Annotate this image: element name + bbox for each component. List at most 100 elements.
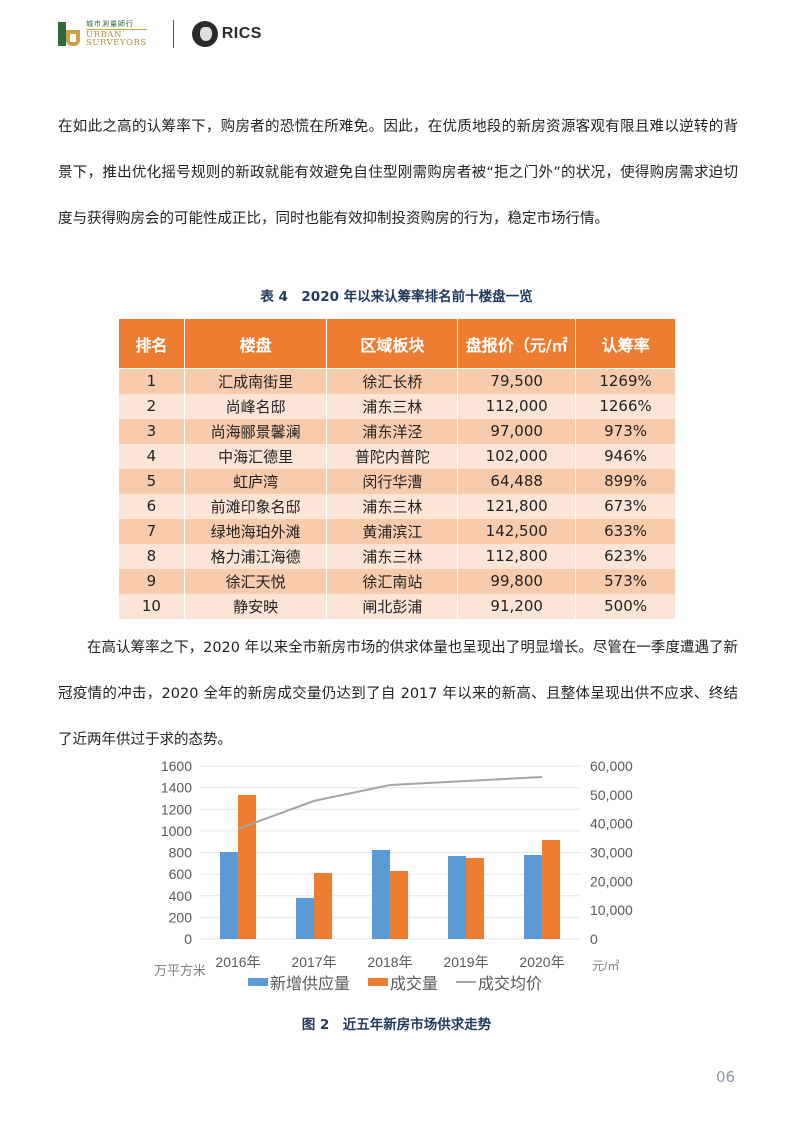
price-line bbox=[237, 775, 543, 830]
logo-cn-text: 城市測量師行 bbox=[86, 20, 147, 30]
cell-rate: 633% bbox=[575, 518, 676, 544]
cell-price: 102,000 bbox=[457, 443, 577, 469]
cell-rate: 500% bbox=[575, 593, 676, 619]
cell-project: 绿地海珀外滩 bbox=[183, 518, 328, 544]
table-row: 10 静安映 闸北彭浦 91,200 500% bbox=[118, 593, 676, 619]
legend-swatch bbox=[248, 978, 268, 986]
right-axis-tick: 30,000 bbox=[590, 845, 633, 861]
cell-project: 中海汇德里 bbox=[183, 443, 328, 469]
bar bbox=[390, 870, 408, 939]
right-axis-tick: 60,000 bbox=[590, 758, 633, 774]
table-row: 8 格力浦江海德 浦东三林 112,800 623% bbox=[118, 543, 676, 569]
left-axis-tick: 0 bbox=[184, 931, 192, 947]
cell-price: 99,800 bbox=[457, 568, 577, 594]
right-axis-tick: 50,000 bbox=[590, 787, 633, 803]
urban-surveyors-logo-icon bbox=[58, 22, 80, 46]
col-header-rate: 认筹率 bbox=[575, 318, 676, 369]
cell-rate: 623% bbox=[575, 543, 676, 569]
right-axis-tick: 20,000 bbox=[590, 873, 633, 889]
body-paragraph-2: 在高认筹率之下，2020 年以来全市新房市场的供求体量也呈现出了明显增长。尽管在… bbox=[58, 640, 738, 748]
cell-rate: 946% bbox=[575, 443, 676, 469]
left-axis-tick: 600 bbox=[169, 866, 193, 882]
bar bbox=[296, 897, 314, 939]
bar bbox=[524, 854, 542, 939]
cell-district: 浦东洋泾 bbox=[326, 418, 459, 444]
cell-project: 静安映 bbox=[183, 593, 328, 619]
cell-district: 浦东三林 bbox=[326, 543, 459, 569]
cell-rank: 1 bbox=[118, 368, 185, 394]
rics-label: RICS bbox=[221, 25, 262, 42]
table-row: 5 虹庐湾 闵行华漕 64,488 899% bbox=[118, 468, 676, 494]
left-axis-tick: 1200 bbox=[161, 801, 192, 817]
cell-project: 尚海郦景馨澜 bbox=[183, 418, 328, 444]
table-row: 7 绿地海珀外滩 黄浦滨江 142,500 633% bbox=[118, 518, 676, 544]
legend-label: 成交量 bbox=[390, 975, 438, 993]
cell-rate: 899% bbox=[575, 468, 676, 494]
page-number: 06 bbox=[716, 1068, 736, 1086]
rics-logo: RICS bbox=[191, 21, 262, 47]
chart-canvas: 0 200 400 600 800 1000 1200 1400 1600 0 10,000 20,0… bbox=[154, 758, 633, 993]
table-row: 3 尚海郦景馨澜 浦东洋泾 97,000 973% bbox=[118, 418, 676, 444]
body-paragraph-1: 在如此之高的认筹率下，购房者的恐慌在所难免。因此，在优质地段的新房资源客观有限且… bbox=[58, 119, 738, 227]
rics-lion-icon bbox=[191, 21, 218, 47]
table-row: 2 尚峰名邸 浦东三林 112,000 1266% bbox=[118, 393, 676, 419]
table-row: 9 徐汇天悦 徐汇南站 99,800 573% bbox=[118, 568, 676, 594]
col-header-district: 区域板块 bbox=[326, 318, 459, 369]
legend-label: 新增供应量 bbox=[270, 974, 350, 993]
right-axis-tick: 10,000 bbox=[590, 902, 633, 918]
left-axis-tick: 800 bbox=[169, 845, 193, 861]
col-header-rank: 排名 bbox=[118, 318, 185, 369]
cell-rank: 8 bbox=[118, 543, 185, 569]
supply-demand-chart: 0 200 400 600 800 1000 1200 1400 1600 0 10,000 20,0… bbox=[140, 755, 660, 1005]
x-axis-tick: 2018年 bbox=[367, 954, 412, 970]
cell-price: 121,800 bbox=[457, 493, 577, 519]
right-axis-tick: 0 bbox=[590, 931, 598, 947]
cell-district: 普陀内普陀 bbox=[326, 443, 459, 469]
cell-district: 闸北彭浦 bbox=[326, 593, 459, 619]
cell-project: 汇成南街里 bbox=[183, 368, 328, 394]
bar bbox=[466, 858, 484, 939]
bar bbox=[448, 855, 466, 939]
cell-price: 91,200 bbox=[457, 593, 577, 619]
urban-surveyors-logo: 城市測量師行 URBAN SURVEYORS bbox=[58, 20, 147, 48]
cell-price: 79,500 bbox=[457, 368, 577, 394]
right-axis-unit: 元/㎡ bbox=[592, 959, 619, 973]
bar bbox=[314, 873, 332, 939]
bar bbox=[220, 851, 238, 939]
cell-rank: 6 bbox=[118, 493, 185, 519]
cell-price: 112,800 bbox=[457, 543, 577, 569]
bar bbox=[542, 839, 560, 939]
cell-rank: 2 bbox=[118, 393, 185, 419]
legend-label: 成交均价 bbox=[478, 975, 542, 993]
cell-rate: 1266% bbox=[575, 393, 676, 419]
left-axis-tick: 1000 bbox=[161, 823, 192, 839]
left-axis-unit: 万平方米 bbox=[154, 963, 206, 978]
cell-rate: 973% bbox=[575, 418, 676, 444]
cell-project: 虹庐湾 bbox=[183, 468, 328, 494]
cell-price: 97,000 bbox=[457, 418, 577, 444]
cell-project: 前滩印象名邸 bbox=[183, 493, 328, 519]
cell-district: 浦东三林 bbox=[326, 493, 459, 519]
cell-price: 112,000 bbox=[457, 393, 577, 419]
left-axis-tick: 1600 bbox=[161, 758, 192, 774]
table-row: 4 中海汇德里 普陀内普陀 102,000 946% bbox=[118, 443, 676, 469]
bar bbox=[372, 850, 390, 939]
table-caption: 表 4 2020 年以来认筹率排名前十楼盘一览 bbox=[260, 289, 533, 305]
logo-en-line2: SURVEYORS bbox=[86, 38, 147, 48]
col-header-project: 楼盘 bbox=[183, 318, 328, 369]
cell-rate: 673% bbox=[575, 493, 676, 519]
figure-caption: 图 2 近五年新房市场供求走势 bbox=[301, 1017, 492, 1033]
bar bbox=[238, 794, 256, 939]
x-axis-tick: 2020年 bbox=[519, 954, 564, 970]
cell-district: 黄浦滨江 bbox=[326, 518, 459, 544]
right-axis-tick: 40,000 bbox=[590, 816, 633, 832]
x-axis-tick: 2016年 bbox=[215, 954, 260, 970]
cell-rank: 4 bbox=[118, 443, 185, 469]
cell-project: 徐汇天悦 bbox=[183, 568, 328, 594]
top-ten-subscription-table: 排名 楼盘 区域板块 盘报价（元/㎡ 认筹率 1 汇成南街里 徐汇长桥 79,500 1… bbox=[118, 318, 676, 619]
cell-rank: 9 bbox=[118, 568, 185, 594]
logo-divider bbox=[172, 20, 174, 48]
left-axis-tick: 400 bbox=[169, 888, 193, 904]
left-axis-tick: 200 bbox=[169, 909, 193, 925]
cell-project: 尚峰名邸 bbox=[183, 393, 328, 419]
